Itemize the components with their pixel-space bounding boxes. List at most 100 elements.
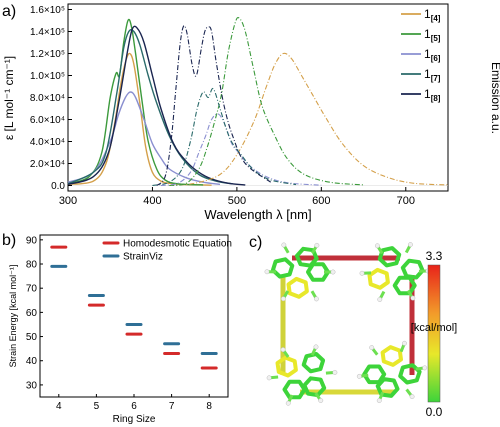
a-legend-sub: [6] [431,54,441,63]
panel-b-legend: Homodesmotic Equation StrainViz [102,239,232,263]
absorption-line-1[5] [67,18,204,186]
b-ytick-label: 30 [26,380,38,391]
a-legend-entry: 1[6] [424,47,441,63]
hydrogen-atom [280,347,286,353]
hydrogen-atom [369,345,375,351]
benzene-ring [367,267,390,290]
panel-b-series [50,245,218,370]
hydrogen-atom [313,344,319,350]
a-ytick-label: 1.0×10⁵ [30,71,65,82]
panel-a-x-ticks: 300 400 500 600 700 [59,187,415,207]
b-legend-label: StrainViz [123,252,163,263]
a-ytick-label: 1.6×10⁵ [30,5,65,16]
panel-a-ylabel-left: ε [L mol⁻¹ cm⁻¹] [2,56,16,140]
panel-a-y-ticks: 0.0 2.0×10⁴ 4.0×10⁴ 6.0×10⁴ 8.0×10⁴ 1.0×10⁵ 1.… [30,5,72,192]
panel-a-ylabel-right: Emission a.u. [489,62,500,134]
hydrogen-atom [422,365,428,371]
a-ytick-label: 2.0×10⁴ [30,159,65,170]
panel-b-ticks: 4 5 6 7 8 30 40 50 60 70 80 90 [26,235,213,412]
b-ytick-label: 50 [26,332,38,343]
hydrogen-atom [408,242,413,248]
emission-line-1[5] [169,17,364,187]
benzene-ring [294,246,319,268]
hydrogen-atom [374,243,380,249]
benzene-ring [377,246,402,268]
hydrogen-atom [330,269,336,275]
a-legend-sub: [5] [431,34,441,43]
a-legend-entry: 1[7] [424,67,441,83]
panel-b-label: b) [2,232,16,249]
hydrogen-atom [409,394,415,400]
b-xtick-label: 7 [169,401,175,412]
b-xtick-label: 6 [131,401,137,412]
benzene-ring [286,276,309,299]
a-legend-base: 1 [424,67,431,81]
emission-line-1[6] [160,113,322,187]
panel-a-xlabel: Wavelength λ [nm] [204,207,311,222]
a-ytick-label: 6.0×10⁴ [30,115,65,126]
hydrogen-atom [280,296,286,302]
hydrogen-atom [318,398,324,403]
corner-cluster [359,242,431,302]
absorption-line-1[7] [67,28,233,185]
panel-a-legend: 1[4]1[5]1[6]1[7]1[8] [401,7,441,103]
a-legend-base: 1 [424,87,431,101]
benzene-ring [301,352,326,374]
colorbar-unit-label: [kcal/mol] [411,322,457,334]
corner-cluster [356,340,428,404]
a-legend-base: 1 [424,27,431,41]
panel-c-label: c) [249,234,262,251]
hydrogen-atom [410,295,416,301]
corner-cluster [266,344,338,406]
emission-line-1[4] [169,52,449,187]
colorbar-min-label: 0.0 [426,405,443,419]
absorption-line-1[8] [67,25,246,186]
benzene-ring [270,257,295,279]
a-legend-base: 1 [424,47,431,61]
hydrogen-atom [377,297,383,302]
colorbar [427,264,441,403]
b-xtick-label: 8 [206,401,212,412]
a-legend-sub: [4] [431,14,441,23]
benzene-ring [282,379,307,400]
benzene-ring [275,355,298,378]
a-legend-entry: 1[4] [424,7,441,23]
panel-a-spectra: a) 300 400 500 600 700 0.0 2.0×10⁴ 4.0×10⁴ 6.0×… [2,3,500,222]
a-legend-entry: 1[5] [424,27,441,43]
b-ytick-label: 70 [26,284,38,295]
a-ytick-label: 0.0 [51,181,65,192]
hydrogen-atom [356,373,362,379]
panel-b-xlabel: Ring Size [113,414,156,425]
b-xtick-label: 4 [56,401,62,412]
hydrogen-atom [266,375,272,381]
panel-c-strain-visualization: c) 3.3 [kcal/mol] 0.0 [249,234,457,419]
hydrogen-atom [359,270,365,276]
b-xtick-label: 5 [94,401,100,412]
panel-b-ylabel: Strain Energy [kcal mol⁻¹] [8,265,18,368]
hydrogen-atom [281,242,287,248]
a-ytick-label: 1.4×10⁵ [30,27,65,38]
a-xtick-label: 600 [312,195,330,207]
a-legend-entry: 1[8] [424,87,441,103]
a-xtick-label: 300 [59,195,77,207]
hydrogen-atom [402,340,407,346]
a-xtick-label: 700 [397,195,415,207]
a-legend-sub: [8] [431,94,441,103]
benzene-ring [400,258,425,280]
benzene-ring [398,363,422,385]
benzene-ring [302,376,327,398]
b-ytick-label: 80 [26,260,38,271]
panel-a-label: a) [2,3,16,20]
molecule-illustration [264,242,431,406]
a-legend-base: 1 [424,7,431,21]
hydrogen-atom [285,400,291,406]
a-xtick-label: 500 [228,195,246,207]
hydrogen-atom [264,269,270,275]
emission-line-1[8] [156,25,272,186]
b-ytick-label: 60 [26,308,38,319]
colorbar-max-label: 3.3 [426,249,443,263]
a-ytick-label: 4.0×10⁴ [30,137,65,148]
b-legend-label: Homodesmotic Equation [123,239,232,250]
b-ytick-label: 90 [26,235,38,246]
